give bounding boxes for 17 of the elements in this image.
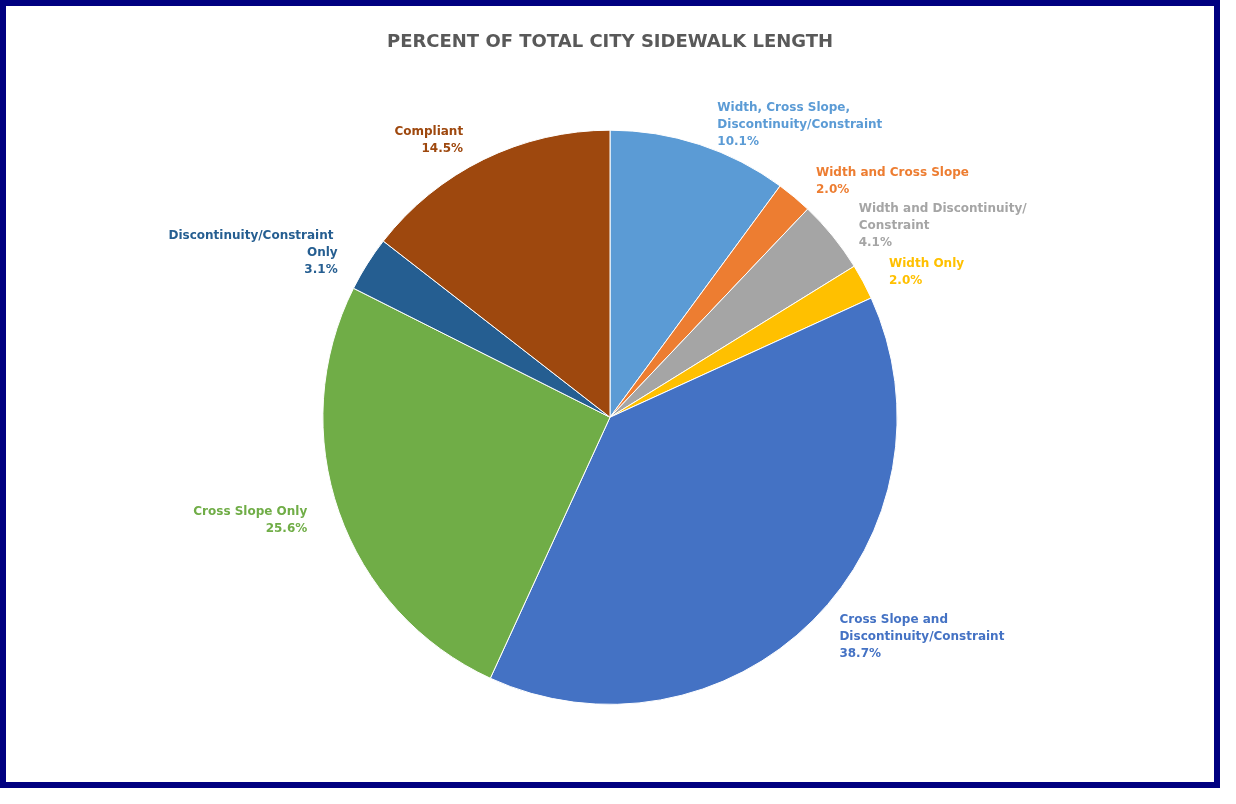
data-label: 10.1% bbox=[717, 133, 759, 148]
slice-label: Cross Slope and Discontinuity/Constraint bbox=[839, 612, 1005, 644]
data-label: 4.1% bbox=[858, 234, 892, 249]
data-label: 38.7% bbox=[839, 646, 882, 661]
slice-label: Discontinuity/Constraint Only bbox=[168, 228, 338, 260]
slice-label: Width and Discontinuity/Constraint bbox=[858, 200, 1028, 232]
slice-label: Width, Cross Slope, Discontinuity/Constraint bbox=[717, 99, 883, 131]
data-label: 25.6% bbox=[265, 521, 308, 536]
slice-label: Width Only bbox=[889, 255, 965, 270]
data-label: 14.5% bbox=[421, 141, 464, 156]
data-label: 3.1% bbox=[304, 262, 338, 277]
slice-label: Width and Cross Slope bbox=[815, 164, 969, 179]
chart-title: PERCENT OF TOTAL CITY SIDEWALK LENGTH bbox=[386, 29, 834, 51]
data-label: 2.0% bbox=[815, 181, 850, 196]
data-label: 2.0% bbox=[889, 272, 923, 287]
slice-label: Compliant bbox=[394, 124, 464, 139]
slice-label: Cross Slope Only bbox=[193, 504, 308, 519]
